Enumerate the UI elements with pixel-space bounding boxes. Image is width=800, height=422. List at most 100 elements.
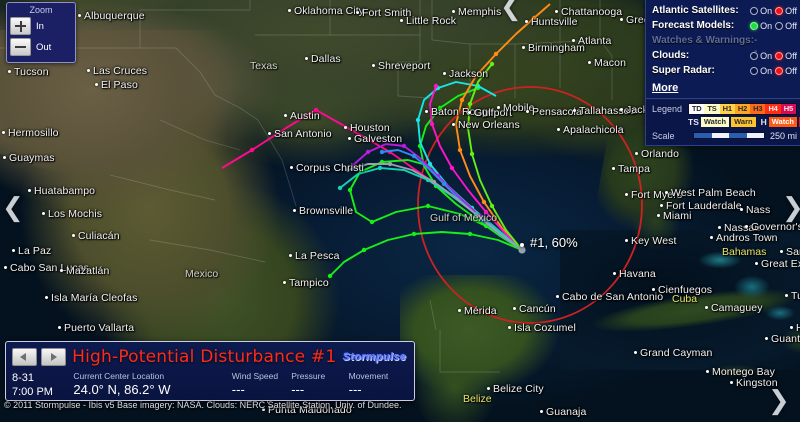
scale-bar-row: Scale 250 mi: [646, 129, 800, 142]
city-label: Huntsville: [525, 16, 578, 28]
radio-option-on[interactable]: On: [750, 21, 772, 31]
radio-off-icon[interactable]: [775, 51, 784, 60]
radio-option-off[interactable]: Off: [775, 6, 797, 16]
city-label: Fort Smith: [356, 7, 411, 19]
pan-right-arrow[interactable]: ❯: [782, 195, 800, 221]
layer-options[interactable]: On Off: [750, 21, 797, 31]
pan-up-arrow[interactable]: ❮: [500, 0, 522, 22]
city-label: Guaymas: [3, 152, 55, 164]
next-frame-button[interactable]: [41, 348, 66, 366]
layer-options[interactable]: On Off: [750, 6, 797, 16]
zoom-in-icon[interactable]: [10, 17, 31, 35]
city-label: Hermosillo: [2, 127, 59, 139]
storm-data-row: 8-31 7:00 PM Current Center Location 24.…: [6, 371, 414, 400]
ts-tag: TS: [688, 117, 699, 127]
radio-option-on[interactable]: On: [750, 66, 772, 76]
stormpulse-logo: Stormpulse: [342, 351, 406, 363]
radio-option-off[interactable]: Off: [775, 51, 797, 61]
movement-value: ---: [348, 382, 362, 397]
radio-off-label: Off: [785, 50, 797, 61]
radio-on-icon[interactable]: [750, 6, 759, 15]
zoom-in-row[interactable]: In: [10, 17, 72, 35]
region-label: Gulf of Mexico: [430, 212, 498, 224]
radio-option-off[interactable]: Off: [775, 66, 797, 76]
pressure-column: Pressure ---: [291, 371, 348, 400]
radio-off-icon[interactable]: [775, 66, 784, 75]
layer-row[interactable]: Forecast Models: On Off: [646, 18, 800, 33]
layer-toggle-list[interactable]: Atlantic Satellites: On Off Forecast Models…: [646, 3, 800, 78]
layer-row[interactable]: Atlantic Satellites: On Off: [646, 3, 800, 18]
radio-on-label: On: [760, 50, 773, 61]
city-label: Mazatlán: [60, 265, 109, 277]
city-label: Las Cruces: [87, 65, 147, 77]
wind-speed-column: Wind Speed ---: [232, 371, 291, 400]
radio-off-label: Off: [785, 20, 797, 31]
radio-on-icon[interactable]: [750, 51, 759, 60]
city-label: Brownsville: [293, 205, 353, 217]
layer-row[interactable]: Super Radar: On Off: [646, 63, 800, 78]
layer-options[interactable]: On Off: [750, 51, 797, 61]
city-label: Governor's H: [745, 221, 800, 233]
pan-down-arrow[interactable]: ❯: [768, 386, 790, 416]
scale-distance: 250 mi: [769, 130, 797, 141]
city-label: Baton Rouge: [425, 106, 493, 118]
scale-bar-graphic: [693, 132, 765, 139]
category-swatch-h3: H3: [750, 104, 766, 114]
zoom-in-label: In: [36, 20, 44, 32]
radio-on-icon[interactable]: [750, 66, 759, 75]
watch-warn-swatches: TS Watch Warn H Watch Warn: [688, 117, 800, 127]
layer-options[interactable]: On Off: [750, 66, 797, 76]
radio-on-icon[interactable]: [750, 21, 759, 30]
radio-option-on[interactable]: On: [750, 6, 772, 16]
track-model-green-3: [327, 231, 526, 279]
storm-name-title: High-Potential Disturbance #1: [72, 347, 337, 367]
city-label: Albuquerque: [78, 10, 145, 22]
region-label: Bahamas: [722, 246, 767, 258]
storm-category-scale: TD TS H1 H2 H3 H4 H5: [688, 103, 797, 115]
city-label: San Antonio: [268, 128, 332, 140]
pan-left-arrow[interactable]: ❮: [2, 193, 24, 223]
layer-row[interactable]: Clouds: On Off: [646, 48, 800, 63]
category-swatch-h4: H4: [765, 104, 781, 114]
city-label: Tampa: [612, 163, 650, 175]
city-label: Cienfuegos: [652, 284, 712, 296]
playback-controls[interactable]: [12, 348, 66, 366]
ts-warn-swatch: Warn: [731, 117, 756, 127]
city-label: Tampico: [283, 277, 329, 289]
city-label: Nass: [740, 204, 770, 216]
previous-frame-button[interactable]: [12, 348, 37, 366]
zoom-out-row[interactable]: Out: [10, 38, 72, 56]
legend-watch-warn-row: TS Watch Warn H Watch Warn: [646, 116, 800, 128]
storm-info-panel: High-Potential Disturbance #1 Stormpulse…: [5, 341, 415, 401]
radio-option-off[interactable]: Off: [775, 21, 797, 31]
city-label: Macon: [588, 57, 626, 69]
city-label: Puerto Vallarta: [58, 322, 134, 334]
storm-time: 7:00 PM: [12, 386, 53, 398]
region-label: Mexico: [185, 268, 219, 280]
radio-off-icon[interactable]: [775, 6, 784, 15]
layer-row[interactable]: Watches & Warnings: - - -: [646, 24, 800, 57]
city-label: Jackson: [443, 68, 488, 80]
zoom-control[interactable]: Zoom In Out: [6, 2, 76, 63]
city-label: Miami: [657, 210, 692, 222]
category-swatch-ts: TS: [704, 104, 720, 114]
city-label: Houston: [344, 122, 390, 134]
layers-control-panel[interactable]: Atlantic Satellites: On Off Forecast Models…: [645, 0, 800, 146]
legend-label: Legend: [652, 104, 683, 114]
radio-off-icon[interactable]: [775, 21, 784, 30]
city-label: San S: [780, 246, 800, 258]
more-layers-link[interactable]: More: [652, 82, 679, 94]
region-label: Belize: [463, 393, 492, 405]
city-label: Camaguey: [705, 302, 763, 314]
zoom-out-icon[interactable]: [10, 38, 31, 56]
city-label: La Pesca: [289, 250, 340, 262]
storm-date: 8-31: [12, 372, 35, 384]
city-label: Isla Cozumel: [508, 322, 576, 334]
zoom-control-title: Zoom: [29, 5, 53, 15]
city-label: Huatabampo: [28, 185, 95, 197]
city-label: Orlando: [635, 148, 679, 160]
radio-on-label: On: [760, 5, 773, 16]
category-swatch-h2: H2: [734, 104, 751, 114]
radio-option-on[interactable]: On: [750, 51, 772, 61]
city-label: Apalachicola: [557, 124, 624, 136]
